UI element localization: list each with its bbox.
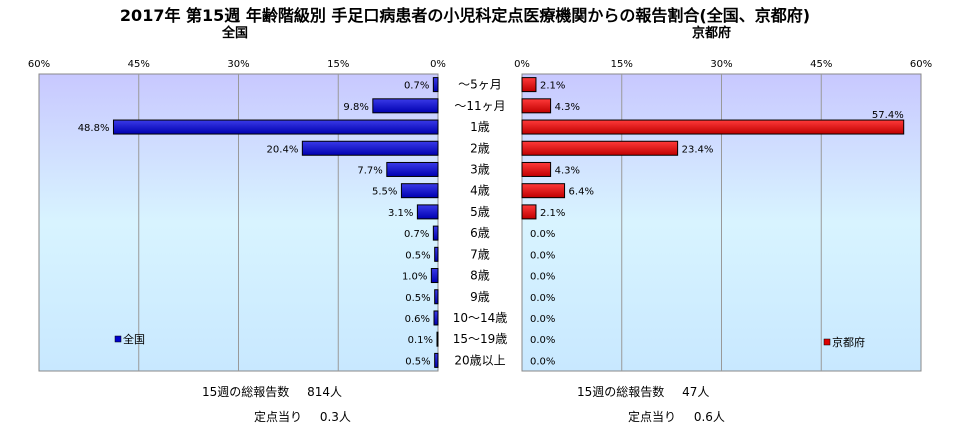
kyoto-bar — [521, 161, 552, 177]
national-total-value: 814人 — [307, 385, 343, 399]
national-bar — [434, 352, 439, 368]
kyoto-bar — [521, 204, 537, 220]
chart-title: 2017年 第15週 年齢階級別 手足口病患者の小児科定点医療機関からの報告割合… — [119, 6, 811, 25]
category-label: 1歳 — [470, 120, 490, 134]
kyoto-total: 15週の総報告数 47人 — [577, 383, 709, 400]
national-data-label: 0.6% — [405, 314, 430, 325]
national-data-label: 5.5% — [372, 187, 397, 198]
kyoto-data-label: 0.0% — [530, 229, 555, 240]
kyoto-tick-label: 60% — [910, 59, 932, 70]
category-label: 4歳 — [470, 184, 490, 198]
kyoto-bar — [521, 98, 552, 114]
national-per-sentinel: 定点当り 0.3人 — [254, 408, 351, 425]
national-subtitle: 全国 — [222, 26, 249, 41]
national-total-label: 15週の総報告数 — [202, 385, 290, 399]
national-tick-label: 30% — [227, 59, 249, 70]
national-data-label: 0.7% — [404, 81, 429, 92]
national-per-value: 0.3人 — [319, 410, 351, 424]
kyoto-legend-label: 京都府 — [832, 335, 865, 349]
kyoto-legend-swatch — [823, 338, 831, 346]
kyoto-tick-label: 0% — [514, 59, 530, 70]
kyoto-per-sentinel: 定点当り 0.6人 — [628, 408, 725, 425]
national-tick-label: 15% — [327, 59, 349, 70]
kyoto-data-label: 23.4% — [682, 144, 714, 155]
national-data-label: 20.4% — [267, 144, 299, 155]
kyoto-tick-label: 45% — [810, 59, 832, 70]
category-label: 15～19歳 — [453, 332, 508, 346]
category-label: 7歳 — [470, 247, 490, 261]
category-label: 3歳 — [470, 162, 490, 176]
category-label: ～11ヶ月 — [454, 99, 505, 113]
national-data-label: 0.5% — [405, 293, 430, 304]
kyoto-total-value: 47人 — [682, 385, 710, 399]
national-data-label: 1.0% — [402, 272, 427, 283]
national-tick-label: 0% — [430, 59, 446, 70]
category-label: 10～14歳 — [453, 311, 508, 325]
national-bar — [432, 77, 439, 93]
kyoto-bar — [521, 183, 566, 199]
kyoto-total-label: 15週の総報告数 — [577, 385, 665, 399]
kyoto-tick-label: 15% — [611, 59, 633, 70]
national-bar — [433, 310, 439, 326]
kyoto-data-label: 0.0% — [530, 335, 555, 346]
national-data-label: 0.1% — [408, 335, 433, 346]
kyoto-data-label: 6.4% — [569, 187, 594, 198]
national-bar — [432, 225, 439, 241]
national-data-label: 0.7% — [404, 229, 429, 240]
national-bar — [436, 331, 439, 347]
national-bar — [400, 183, 439, 199]
national-data-label: 9.8% — [343, 102, 368, 113]
kyoto-data-label: 57.4% — [872, 110, 904, 121]
kyoto-data-label: 0.0% — [530, 250, 555, 261]
kyoto-per-label: 定点当り — [628, 410, 677, 424]
kyoto-data-label: 0.0% — [530, 314, 555, 325]
kyoto-bar — [521, 77, 537, 93]
kyoto-data-label: 4.3% — [555, 102, 580, 113]
national-per-label: 定点当り — [254, 410, 303, 424]
kyoto-per-value: 0.6人 — [693, 410, 725, 424]
category-label: ～5ヶ月 — [458, 78, 502, 92]
national-bar — [112, 119, 439, 135]
kyoto-tick-label: 30% — [710, 59, 732, 70]
kyoto-bar — [521, 119, 905, 135]
national-data-label: 7.7% — [357, 165, 382, 176]
category-label: 5歳 — [470, 205, 490, 219]
national-bar — [416, 204, 439, 220]
national-legend-swatch — [114, 335, 122, 343]
national-data-label: 3.1% — [388, 208, 413, 219]
kyoto-data-label: 0.0% — [530, 293, 555, 304]
kyoto-subtitle: 京都府 — [692, 26, 732, 41]
national-tick-label: 45% — [128, 59, 150, 70]
national-bar — [430, 268, 439, 284]
kyoto-data-label: 2.1% — [540, 208, 565, 219]
kyoto-data-label: 2.1% — [540, 81, 565, 92]
national-tick-label: 60% — [28, 59, 50, 70]
national-data-label: 0.5% — [405, 250, 430, 261]
category-label: 20歳以上 — [454, 353, 505, 367]
national-bar — [301, 140, 439, 156]
national-bar — [386, 161, 439, 177]
kyoto-bar — [521, 140, 679, 156]
national-data-label: 48.8% — [78, 123, 110, 134]
national-bar — [434, 246, 439, 262]
national-data-label: 0.5% — [405, 356, 430, 367]
national-bar — [434, 289, 439, 305]
category-label: 6歳 — [470, 226, 490, 240]
kyoto-data-label: 4.3% — [555, 165, 580, 176]
category-label: 2歳 — [470, 141, 490, 155]
kyoto-data-label: 0.0% — [530, 356, 555, 367]
national-legend-label: 全国 — [123, 332, 145, 346]
national-total: 15週の総報告数 814人 — [202, 383, 342, 400]
kyoto-data-label: 0.0% — [530, 272, 555, 283]
category-label: 8歳 — [470, 269, 490, 283]
category-label: 9歳 — [470, 290, 490, 304]
national-bar — [372, 98, 439, 114]
